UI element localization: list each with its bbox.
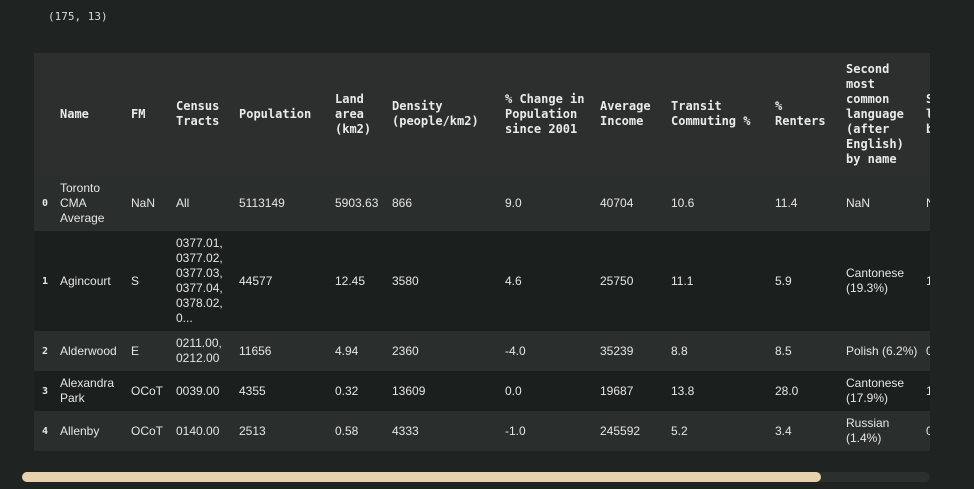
column-header-change-population: % Change in Population since 2001 [501, 53, 596, 175]
column-header-land-area: Land area (km2) [331, 53, 388, 175]
cell-truncated: 1 C [926, 383, 930, 398]
column-header-second-language: Second most common language (after Engli… [842, 53, 922, 175]
cell-density: 13609 [392, 383, 426, 398]
table-header-row: Name FM Census Tracts Population Land ar… [34, 53, 930, 175]
cell-fm: S [131, 273, 140, 288]
table-row: 4 Allenby OCoT 0140.00 2513 0.58 4333 -1… [34, 411, 930, 451]
cell-renters: 5.9 [775, 273, 792, 288]
cell-change-population: -4.0 [505, 343, 526, 358]
cell-second-language: Cantonese (17.9%) [846, 376, 905, 405]
row-index: 1 [41, 275, 49, 287]
cell-census-tracts: 0039.00 [176, 383, 220, 398]
cell-density: 2360 [392, 343, 419, 358]
cell-change-population: -1.0 [505, 423, 526, 438]
cell-census-tracts: 0140.00 [176, 423, 220, 438]
cell-renters: 3.4 [775, 423, 792, 438]
cell-land-area: 12.45 [335, 273, 366, 288]
cell-density: 866 [392, 195, 413, 210]
column-header-population: Population [235, 53, 331, 175]
table-row: 1 Agincourt S 0377.01, 0377.02, 0377.03,… [34, 231, 930, 331]
cell-truncated: N [922, 175, 930, 231]
column-header-renters: % Renters [771, 53, 842, 175]
dataframe-table-viewport[interactable]: Name FM Census Tracts Population Land ar… [34, 53, 930, 459]
cell-change-population: 0.0 [505, 383, 522, 398]
row-index: 0 [41, 197, 49, 209]
column-header-density: Density (people/km2) [388, 53, 501, 175]
cell-second-language: Polish (6.2%) [846, 343, 918, 358]
cell-census-tracts: 0377.01, 0377.02, 0377.03, 0377.04, 0378… [176, 236, 223, 325]
cell-truncated: 0 [926, 343, 930, 358]
cell-fm: E [131, 343, 140, 358]
column-header-fm: FM [127, 53, 172, 175]
dataframe-shape-output: (175, 13) [48, 10, 108, 23]
horizontal-scrollbar-track[interactable] [22, 472, 930, 482]
cell-truncated: 0 [926, 423, 930, 438]
cell-land-area: 4.94 [335, 343, 359, 358]
cell-second-language: Cantonese (19.3%) [846, 266, 905, 295]
cell-average-income: 40704 [600, 195, 634, 210]
cell-population: 2513 [239, 423, 266, 438]
cell-name: Alderwood [60, 343, 117, 358]
row-index: 2 [41, 345, 49, 357]
cell-population: 11656 [239, 343, 272, 358]
cell-change-population: 9.0 [505, 195, 522, 210]
cell-density: 4333 [392, 423, 419, 438]
cell-second-language: Russian (1.4%) [846, 416, 890, 445]
cell-population: 4355 [239, 383, 266, 398]
cell-transit-commuting: 11.1 [671, 273, 694, 288]
cell-name: Alexandra Park [60, 376, 115, 405]
cell-second-language: NaN [846, 195, 871, 210]
cell-name: Agincourt [60, 273, 111, 288]
cell-renters: 28.0 [775, 383, 799, 398]
column-header-index [34, 53, 56, 175]
cell-average-income: 245592 [600, 423, 641, 438]
table-row: 3 Alexandra Park OCoT 0039.00 4355 0.32 … [34, 371, 930, 411]
row-index: 3 [41, 385, 49, 397]
cell-average-income: 19687 [600, 383, 634, 398]
dataframe-table: Name FM Census Tracts Population Land ar… [34, 53, 930, 451]
cell-population: 44577 [239, 273, 273, 288]
cell-transit-commuting: 5.2 [671, 423, 688, 438]
cell-density: 3580 [392, 273, 419, 288]
table-row: 2 Alderwood E 0211.00, 0212.00 11656 4.9… [34, 331, 930, 371]
cell-change-population: 4.6 [505, 273, 522, 288]
column-header-transit-commuting: Transit Commuting % [667, 53, 771, 175]
cell-transit-commuting: 8.8 [671, 343, 688, 358]
column-header-name: Name [56, 53, 127, 175]
cell-fm: OCoT [131, 383, 164, 398]
cell-land-area: 0.32 [335, 383, 359, 398]
cell-land-area: 5903.63 [335, 195, 379, 210]
column-header-average-income: Average Income [596, 53, 667, 175]
cell-land-area: 0.58 [335, 423, 359, 438]
cell-average-income: 35239 [600, 343, 634, 358]
cell-transit-commuting: 13.8 [671, 383, 695, 398]
cell-renters: 11.4 [775, 195, 798, 210]
table-row: 0 Toronto CMA Average NaN All 5113149 59… [34, 175, 930, 231]
cell-renters: 8.5 [775, 343, 792, 358]
cell-fm: OCoT [131, 423, 164, 438]
horizontal-scrollbar-thumb[interactable] [22, 472, 821, 482]
column-header-census-tracts: Census Tracts [172, 53, 235, 175]
column-header-truncated: S m c l ( E b [922, 53, 930, 175]
cell-fm: NaN [131, 195, 156, 210]
cell-average-income: 25750 [600, 273, 634, 288]
cell-census-tracts: All [176, 195, 190, 210]
row-index: 4 [41, 425, 49, 437]
cell-transit-commuting: 10.6 [671, 195, 695, 210]
cell-population: 5113149 [239, 195, 285, 210]
cell-name: Allenby [60, 423, 100, 438]
cell-name: Toronto CMA Average [60, 180, 105, 225]
cell-census-tracts: 0211.00, 0212.00 [176, 336, 222, 365]
cell-truncated: 1 C [926, 273, 930, 288]
